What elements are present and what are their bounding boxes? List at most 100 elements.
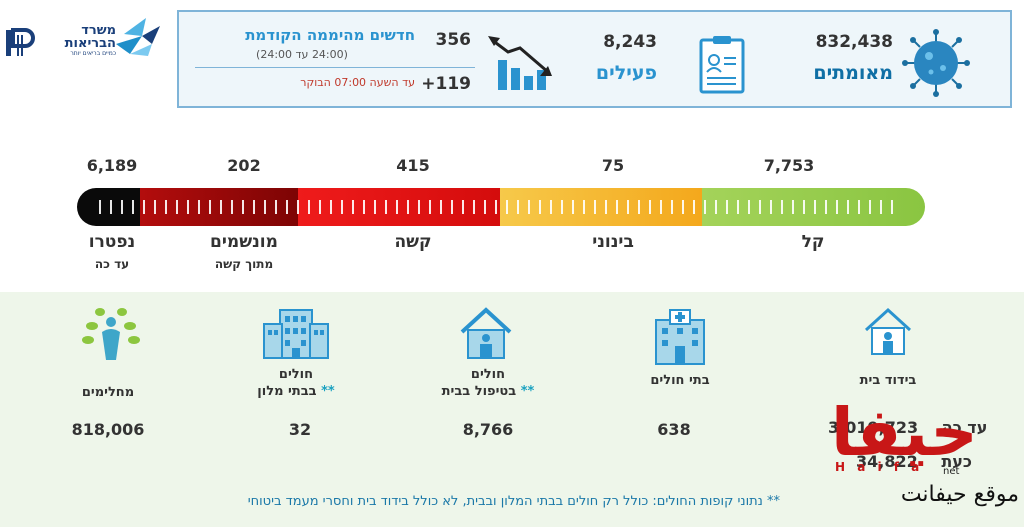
scale-tick	[847, 200, 849, 214]
active-label: פעילים	[595, 62, 657, 84]
asterisk-mark: **	[520, 384, 535, 399]
scale-tick	[330, 200, 332, 214]
scale-tick	[462, 200, 464, 214]
scale-tick	[561, 200, 563, 214]
scale-tick	[792, 200, 794, 214]
quarantine-total-value: 3,019,723	[828, 418, 919, 437]
severity-value-ventilated: 202	[227, 156, 261, 175]
severity-sub-dead: עד כה	[94, 257, 130, 271]
scale-tick	[825, 200, 827, 214]
home-care-label-line1: חולים	[470, 367, 506, 382]
scale-tick	[539, 200, 541, 214]
scale-tick	[671, 200, 673, 214]
scale-tick	[572, 200, 574, 214]
scale-tick	[682, 200, 684, 214]
quarantine-current-row: 34,822 כעת	[828, 452, 998, 471]
scale-tick	[374, 200, 376, 214]
severity-sub-ventilated: מתוך קשה	[214, 257, 274, 271]
new-cases-subtitle: (24:00 עד 24:00)	[256, 48, 348, 61]
home-quarantine-label: בידוד בית	[859, 373, 917, 388]
scale-tick	[110, 200, 112, 214]
scale-tick	[869, 200, 871, 214]
footnote: ** נתוני קופות החולים: כולל רק חולים בבת…	[247, 494, 780, 509]
scale-tick	[737, 200, 739, 214]
severity-label-severe: קשה	[394, 232, 432, 252]
watermark-latin: H a i f a	[835, 460, 924, 474]
severity-scale-bar	[77, 188, 925, 226]
scale-ticks	[77, 200, 925, 214]
confirmed-label: מאומתים	[813, 62, 893, 84]
scale-tick	[99, 200, 101, 214]
scale-tick	[297, 200, 299, 214]
hotels-label: חולים ** בבתי מלון	[236, 366, 356, 400]
tree-person-icon	[82, 308, 140, 360]
home-care-count: 8,766	[462, 420, 514, 439]
scale-tick	[627, 200, 629, 214]
scale-tick	[308, 200, 310, 214]
scale-tick	[528, 200, 530, 214]
severity-value-mild: 7,753	[763, 156, 815, 175]
house-care-icon	[460, 307, 512, 359]
scale-tick	[495, 200, 497, 214]
scale-tick	[319, 200, 321, 214]
scale-tick	[550, 200, 552, 214]
watermark-net: net	[943, 466, 960, 477]
segment-mild	[702, 188, 925, 226]
watermark-site-name: موقع حيفانت	[900, 482, 1019, 507]
active-count: 8,243	[603, 32, 657, 52]
scale-tick	[132, 200, 134, 214]
scale-tick	[814, 200, 816, 214]
severity-label-mild: קל	[801, 232, 825, 252]
scale-tick	[242, 200, 244, 214]
scale-tick	[275, 200, 277, 214]
quarantine-current-label: כעת	[941, 452, 972, 471]
hotels-label-line2: ** בבתי מלון	[236, 383, 356, 400]
scale-tick	[209, 200, 211, 214]
scale-tick	[286, 200, 288, 214]
severity-value-severe: 415	[396, 156, 430, 175]
scale-tick	[440, 200, 442, 214]
quarantine-total-label: עד כה	[941, 418, 988, 437]
scale-tick	[858, 200, 860, 214]
home-quarantine-icon	[864, 307, 912, 355]
scale-tick	[176, 200, 178, 214]
new-cases-title: חדשים מהיממה הקודמת	[245, 26, 415, 44]
hotels-label-line2-text: בבתי מלון	[257, 384, 317, 399]
confirmed-count: 832,438	[815, 32, 893, 52]
hospital-building-icon	[655, 309, 705, 365]
scale-tick	[704, 200, 706, 214]
menorah-emblem-icon	[6, 28, 35, 56]
quarantine-total-row: 3,019,723 עד כה	[828, 418, 998, 437]
scale-tick	[396, 200, 398, 214]
hotels-count: 32	[288, 420, 312, 439]
scale-tick	[715, 200, 717, 214]
scale-tick	[649, 200, 651, 214]
scale-tick	[231, 200, 233, 214]
scale-tick	[836, 200, 838, 214]
scale-tick	[341, 200, 343, 214]
recovered-count: 818,006	[71, 420, 145, 439]
scale-tick	[693, 200, 695, 214]
severity-value-moderate: 75	[601, 156, 625, 175]
scale-tick	[407, 200, 409, 214]
scale-tick	[616, 200, 618, 214]
scale-tick	[143, 200, 145, 214]
since-morning-label: עד השעה 07:00 הבוקר	[300, 76, 415, 89]
hotels-label-line1: חולים	[278, 367, 314, 382]
scale-tick	[583, 200, 585, 214]
scale-tick	[198, 200, 200, 214]
summary-panel: 832,438 מאומתים 8,243 פעילים 356 +119 חד…	[177, 10, 1012, 108]
scale-tick	[385, 200, 387, 214]
ministry-name: משרד הבריאות כמיים בריאים יותר	[52, 24, 116, 58]
scale-tick	[154, 200, 156, 214]
bird-logo-icon	[116, 18, 160, 56]
clipboard-icon	[699, 36, 745, 94]
severity-label-dead: נפטרו	[88, 232, 136, 252]
scale-tick	[781, 200, 783, 214]
severity-label-ventilated: מונשמים	[210, 232, 278, 252]
severity-value-dead: 6,189	[86, 156, 138, 175]
scale-tick	[352, 200, 354, 214]
bottom-panel: מחלימים 818,006 חולים ** בבתי מלון 32 חו…	[0, 292, 1024, 527]
scale-tick	[770, 200, 772, 214]
scale-tick	[220, 200, 222, 214]
